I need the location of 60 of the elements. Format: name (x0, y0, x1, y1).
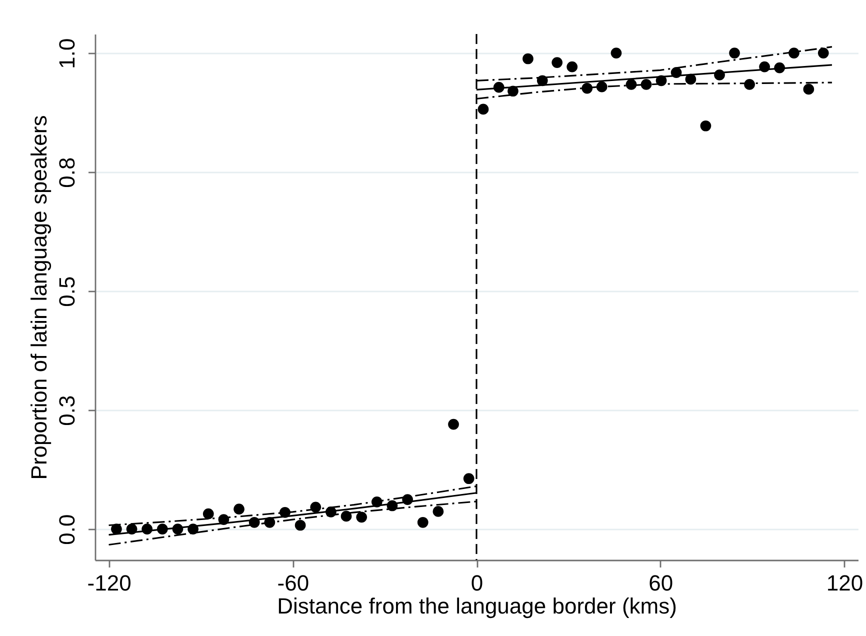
point (248, 516, 260, 528)
point (463, 473, 474, 484)
point (172, 524, 184, 534)
point (714, 70, 725, 80)
x-tick-label: 120 (826, 570, 864, 596)
y-tick-label: 0.3 (54, 395, 80, 426)
point (326, 506, 336, 518)
point (202, 508, 214, 520)
point (582, 82, 593, 94)
point (310, 502, 322, 513)
point (536, 75, 548, 86)
point (234, 504, 244, 514)
point (552, 57, 563, 68)
point (700, 120, 712, 132)
x-tick-label: -120 (87, 570, 132, 596)
x-axis-title: Distance from the language border (kms) (277, 594, 677, 618)
x-tick-label: -60 (277, 570, 310, 596)
point (356, 512, 368, 523)
point (493, 82, 504, 93)
point (656, 75, 667, 86)
x-tick-label: 60 (648, 570, 674, 596)
point (156, 524, 168, 534)
x-tick-label: 0 (470, 570, 484, 596)
point (522, 53, 534, 64)
point (218, 514, 230, 525)
point (818, 48, 829, 58)
point (340, 510, 352, 522)
point (610, 48, 622, 58)
y-axis-title: Proportion of latin language speakers (26, 115, 52, 480)
point (432, 506, 444, 517)
point (371, 496, 382, 508)
point (417, 516, 428, 528)
point (386, 500, 398, 512)
point (626, 79, 637, 90)
point (264, 516, 276, 528)
point (142, 524, 153, 534)
y-tick-label: 0.8 (54, 157, 80, 188)
point (774, 62, 785, 74)
point (508, 86, 518, 97)
y-tick-label: 1.0 (54, 38, 80, 69)
point (788, 48, 800, 58)
y-tick-label: 0.5 (54, 276, 80, 307)
point (729, 48, 740, 58)
point (566, 61, 578, 72)
point (670, 67, 682, 78)
point (126, 524, 138, 534)
point (744, 79, 755, 90)
point (280, 506, 290, 518)
point (111, 524, 122, 534)
y-tick-label: 0.0 (54, 514, 80, 545)
point (803, 84, 814, 95)
point (685, 74, 696, 85)
point (759, 61, 770, 72)
point (640, 79, 652, 90)
point (448, 418, 459, 430)
point (478, 104, 489, 115)
point (402, 494, 413, 505)
point (188, 524, 198, 534)
point (294, 520, 306, 531)
point (596, 81, 608, 92)
